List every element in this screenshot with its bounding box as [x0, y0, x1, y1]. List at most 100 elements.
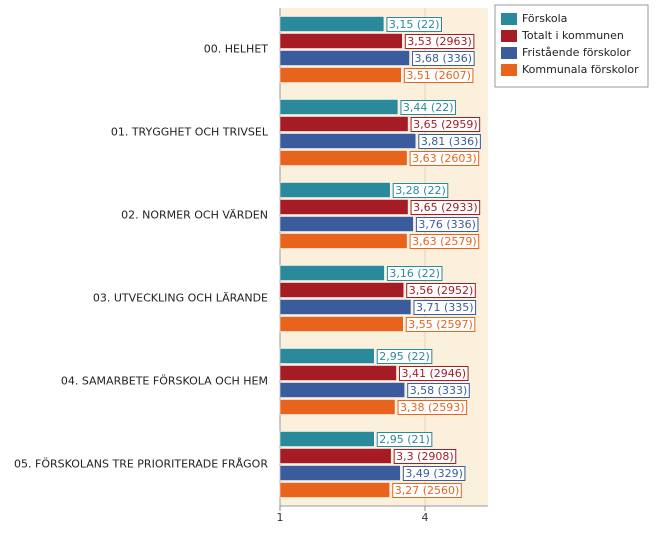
value-label: 3,63 (2603) [412, 152, 477, 165]
value-label: 3,27 (2560) [395, 484, 460, 497]
value-label-box [415, 217, 479, 232]
bar [279, 199, 409, 215]
value-label-box [404, 34, 475, 49]
y-tick-label: 02. NORMER OCH VÄRDEN [121, 209, 268, 222]
value-label-box [400, 100, 457, 115]
value-label: 3,38 (2593) [400, 401, 465, 414]
bar [279, 282, 404, 298]
legend-label: Kommunala förskolor [522, 63, 639, 76]
value-label-box [410, 200, 481, 215]
legend-swatch [501, 64, 517, 76]
legend: Förskola Totalt i kommunen Fristående förs… [494, 4, 649, 88]
value-label-box [412, 51, 475, 66]
value-label: 3,65 (2959) [413, 118, 478, 131]
value-label: 3,71 (335) [416, 301, 474, 314]
value-label-group: 3,56 (2952) [406, 283, 476, 298]
value-label: 3,28 (22) [395, 184, 446, 197]
value-label-group: 3,65 (2959) [410, 117, 481, 132]
value-label: 3,81 (336) [421, 135, 479, 148]
value-label: 3,53 (2963) [407, 35, 472, 48]
value-label-group: 3,41 (2946) [398, 366, 469, 381]
bar [279, 348, 375, 364]
x-tick-label: 1 [277, 511, 284, 524]
value-label-group: 3,38 (2593) [397, 400, 468, 415]
value-label-box [386, 266, 443, 281]
value-label-group: 3,68 (336) [412, 51, 475, 66]
value-label-box [413, 300, 477, 315]
value-label: 3,65 (2933) [413, 201, 478, 214]
value-label-box [403, 68, 474, 83]
value-label-group: 3,53 (2963) [404, 34, 475, 49]
bar [279, 133, 417, 149]
value-label-group: 3,63 (2603) [409, 151, 480, 166]
value-label-box [410, 117, 481, 132]
value-label: 3,15 (22) [389, 18, 440, 31]
legend-label: Förskola [522, 12, 567, 25]
value-label: 3,56 (2952) [409, 284, 474, 297]
bar [279, 465, 401, 481]
y-tick-label: 04. SAMARBETE FÖRSKOLA OCH HEM [61, 375, 268, 388]
bar [279, 399, 396, 415]
value-label-box [398, 366, 469, 381]
value-label-group: 2,95 (22) [376, 349, 433, 364]
value-label: 3,49 (329) [405, 467, 463, 480]
value-label-box [406, 283, 476, 298]
y-tick-label: 03. UTVECKLING OCH LÄRANDE [93, 292, 268, 305]
value-label-box [409, 234, 480, 249]
value-label-box [393, 449, 457, 464]
value-label-group: 3,51 (2607) [403, 68, 474, 83]
value-label-group: 3,55 (2597) [405, 317, 476, 332]
bar [279, 316, 404, 332]
value-label-box [392, 483, 462, 498]
value-label-box [397, 400, 468, 415]
value-label-group: 3,27 (2560) [392, 483, 462, 498]
value-label: 3,51 (2607) [406, 69, 471, 82]
legend-label: Totalt i kommunen [521, 29, 624, 42]
value-label-group: 3,16 (22) [386, 266, 443, 281]
legend-swatch [501, 47, 517, 59]
value-label-group: 3,28 (22) [392, 183, 449, 198]
value-label-group: 2,95 (21) [376, 432, 433, 447]
value-label: 3,16 (22) [389, 267, 440, 280]
legend-box [494, 4, 649, 88]
bar [279, 67, 402, 83]
bar [279, 382, 405, 398]
value-label-box [418, 134, 481, 149]
value-label-box [409, 151, 480, 166]
value-label-group: 3,65 (2933) [410, 200, 481, 215]
value-label: 2,95 (22) [379, 350, 430, 363]
value-label: 3,76 (336) [418, 218, 476, 231]
legend-swatch [501, 30, 517, 42]
value-label-box [376, 349, 433, 364]
bar [279, 216, 414, 232]
value-label-group: 3,15 (22) [386, 17, 442, 32]
y-tick-label: 01. TRYGGHET OCH TRIVSEL [111, 126, 269, 139]
bar [279, 150, 408, 166]
value-label: 3,3 (2908) [396, 450, 454, 463]
bar [279, 16, 385, 32]
value-label-box [386, 17, 442, 32]
bar [279, 182, 391, 198]
value-label: 2,95 (21) [379, 433, 430, 446]
y-tick-label: 05. FÖRSKOLANS TRE PRIORITERADE FRÅGOR [14, 458, 268, 471]
value-label-box [402, 466, 466, 481]
value-label: 3,41 (2946) [401, 367, 466, 380]
value-label-group: 3,49 (329) [402, 466, 466, 481]
value-label-group: 3,44 (22) [400, 100, 457, 115]
bar [279, 50, 410, 66]
legend-label: Fristående förskolor [522, 46, 631, 59]
value-label-group: 3,81 (336) [418, 134, 481, 149]
bar [279, 99, 399, 115]
value-label-group: 3,3 (2908) [393, 449, 457, 464]
value-label: 3,55 (2597) [408, 318, 473, 331]
value-label: 3,68 (336) [415, 52, 473, 65]
y-tick-label: 00. HELHET [204, 43, 269, 56]
bar [279, 233, 408, 249]
value-label-box [405, 317, 476, 332]
bar [279, 265, 385, 281]
bar [279, 299, 412, 315]
value-label-box [407, 383, 470, 398]
value-label-group: 3,58 (333) [407, 383, 470, 398]
bar [279, 482, 390, 498]
